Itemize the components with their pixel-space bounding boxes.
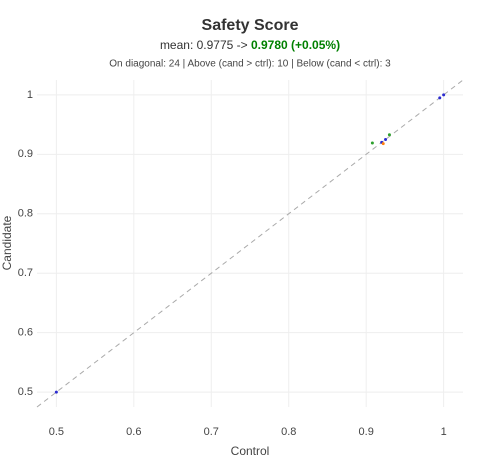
subtitle-highlight: 0.9780 (+0.05%) <box>251 38 340 52</box>
x-tick-label: 0.5 <box>49 426 64 438</box>
point <box>384 137 388 141</box>
y-tick-label: 1 <box>27 89 33 101</box>
chart-subtitle: mean: 0.9775 -> 0.9780 (+0.05%) <box>160 38 340 52</box>
y-axis-label: Candidate <box>0 215 14 270</box>
x-tick-label: 0.8 <box>281 426 296 438</box>
x-tick-label: 1 <box>441 426 447 438</box>
x-tick-label: 0.6 <box>126 426 141 438</box>
point <box>387 133 391 137</box>
annotation: On diagonal: 24 | Above (cand > ctrl): 1… <box>109 59 391 70</box>
y-tick-label: 0.9 <box>18 148 33 160</box>
y-tick-label: 0.8 <box>18 208 33 220</box>
subtitle-text: mean: 0.9775 -> <box>160 38 251 52</box>
x-tick-label: 0.7 <box>204 426 219 438</box>
chart-title: Safety Score <box>202 17 299 34</box>
y-tick-label: 0.5 <box>18 386 33 398</box>
point <box>381 142 385 146</box>
point <box>54 390 58 394</box>
y-tick-label: 0.7 <box>18 267 33 279</box>
point <box>442 93 446 97</box>
x-axis-label: Control <box>231 444 270 458</box>
y-tick-label: 0.6 <box>18 327 33 339</box>
point <box>370 141 374 145</box>
x-tick-label: 0.9 <box>359 426 374 438</box>
point <box>438 96 442 100</box>
diagonal-reference <box>36 79 464 408</box>
